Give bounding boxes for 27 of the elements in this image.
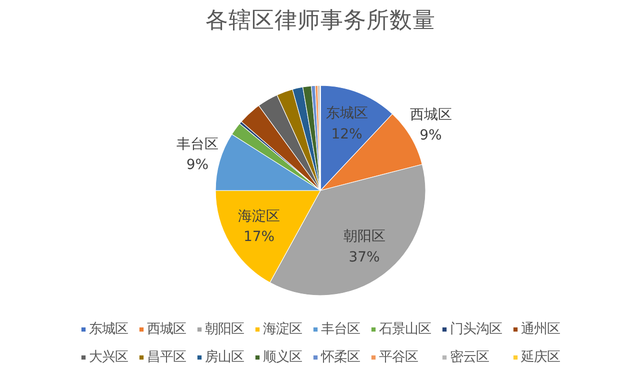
- data-label: 9%: [420, 128, 442, 144]
- legend-label: 朝阳区: [205, 321, 244, 338]
- slice-label: 东城区: [326, 106, 368, 122]
- legend-label: 密云区: [450, 348, 489, 366]
- legend-label: 海淀区: [263, 320, 302, 338]
- slice-label: 朝阳区: [343, 228, 386, 245]
- data-label: 37%: [348, 249, 380, 266]
- legend-label: 石景山区: [379, 320, 431, 338]
- legend-label: 大兴区: [89, 348, 128, 366]
- data-label: 9%: [186, 157, 209, 174]
- legend-label: 丰台区: [321, 320, 360, 338]
- legend-label: 通州区: [521, 320, 560, 338]
- legend-label: 房山区: [205, 348, 244, 366]
- legend-label: 东城区: [89, 320, 128, 338]
- chart-title: 各辖区律师事务所数量: [206, 8, 436, 34]
- data-label: 12%: [331, 126, 362, 143]
- legend-label: 怀柔区: [321, 349, 360, 366]
- legend-label: 门头沟区: [450, 320, 502, 338]
- slice-label: 西城区: [410, 106, 452, 123]
- legend-label: 西城区: [147, 321, 186, 338]
- legend-label: 平谷区: [379, 349, 418, 366]
- legend-label: 顺义区: [263, 348, 302, 366]
- slice-label: 丰台区: [176, 136, 218, 152]
- legend-label: 昌平区: [147, 349, 186, 366]
- data-label: 17%: [243, 229, 275, 246]
- legend-label: 延庆区: [521, 348, 560, 366]
- slice-label: 海淀区: [238, 208, 280, 224]
